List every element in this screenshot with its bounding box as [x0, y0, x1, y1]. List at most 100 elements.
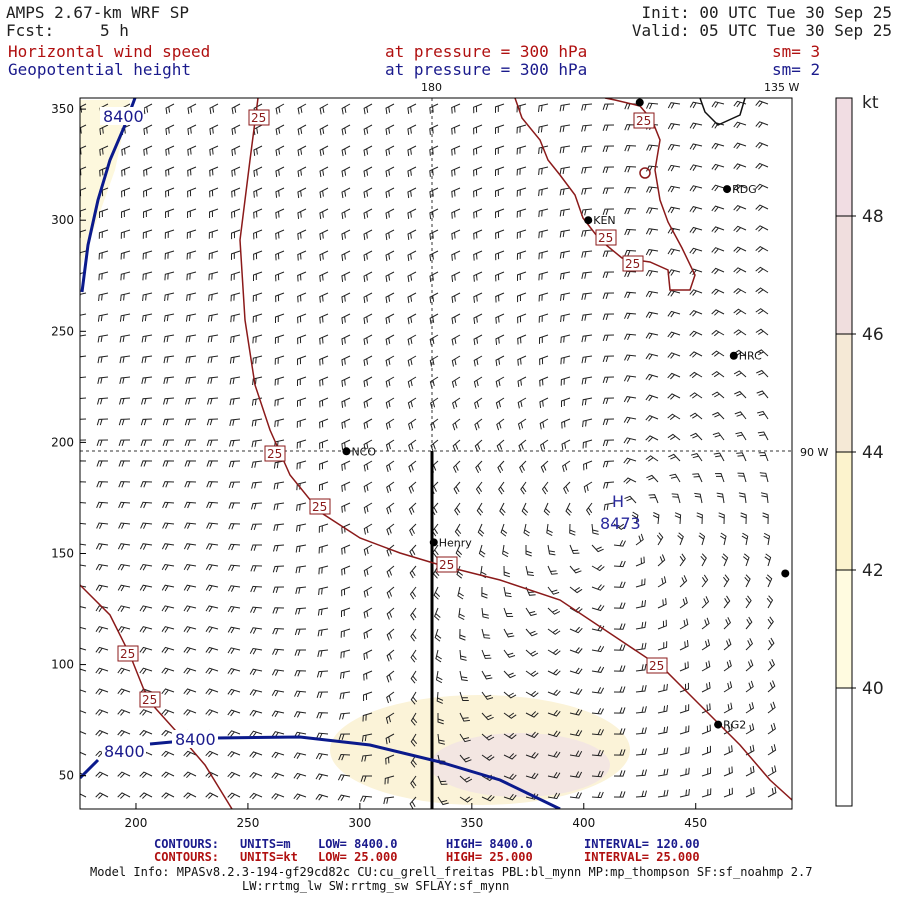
wind-barb [459, 712, 470, 722]
wind-barb [98, 208, 109, 219]
wind-barb [384, 775, 395, 785]
wind-barb [635, 684, 647, 693]
wind-barb [755, 142, 769, 149]
wind-barb [186, 229, 197, 239]
wind-barb [667, 269, 681, 276]
island-outline [639, 167, 651, 179]
wind-barb [473, 376, 483, 388]
wind-barb [451, 292, 461, 303]
wind-barb [760, 492, 769, 504]
wind-barb [161, 688, 175, 696]
wind-barb [362, 712, 373, 722]
wind-barb [538, 250, 549, 260]
wind-barb [755, 121, 769, 128]
wind-barb [95, 771, 109, 779]
wind-barb [459, 754, 472, 763]
wind-barb [516, 208, 527, 218]
wind-barb [386, 460, 395, 473]
wind-barb [295, 544, 307, 553]
height-label-sw: 8400 [104, 742, 145, 761]
wind-barb [657, 726, 669, 735]
wind-barb [297, 103, 307, 115]
x-tick-label: 450 [684, 816, 707, 830]
wind-barb [689, 371, 703, 379]
wind-barb [185, 376, 197, 385]
wind-barb [227, 751, 241, 758]
wind-barb [591, 728, 604, 736]
wind-barb [657, 641, 668, 651]
station-label: RG2 [723, 719, 746, 732]
wind-barb [408, 481, 417, 494]
wind-barb [140, 439, 153, 446]
wind-barb [667, 393, 681, 400]
wind-barb [407, 355, 417, 367]
wind-barb [582, 439, 593, 449]
wind-barb [429, 103, 439, 114]
wind-barb [525, 751, 539, 759]
wind-barb [581, 271, 593, 280]
wind-barb [569, 647, 583, 654]
meridian-label-90w: 90 W [800, 446, 828, 459]
wind-barb [591, 624, 605, 632]
wind-barb [667, 206, 681, 214]
wind-barb [319, 313, 329, 324]
wind-barb [755, 349, 769, 357]
wind-barb [164, 250, 175, 260]
wind-barb [340, 628, 351, 638]
wind-barb [690, 432, 703, 441]
speed-label: 25 [439, 558, 454, 572]
wind-barb [183, 563, 197, 571]
wind-barb [161, 709, 175, 716]
wind-barb [293, 711, 307, 718]
wind-barb [253, 208, 263, 219]
wind-barb [163, 334, 175, 343]
wind-barb [432, 544, 439, 558]
wind-barb [118, 460, 131, 467]
wind-barb [521, 502, 529, 516]
wind-barb [711, 142, 725, 150]
wind-barb [187, 145, 197, 156]
wind-barb [430, 439, 439, 452]
wind-barb [205, 605, 219, 612]
wind-barb [667, 123, 681, 130]
contours1-units: UNITS=m [240, 837, 291, 851]
wind-barb [297, 334, 307, 345]
wind-barb [473, 145, 483, 156]
contours1-interval: INTERVAL= 120.00 [584, 837, 700, 851]
wind-barb [434, 628, 442, 642]
wind-barb [635, 790, 647, 798]
y-tick-label: 50 [59, 769, 74, 783]
wind-barb [646, 186, 659, 193]
wind-barb [227, 585, 241, 592]
wind-barb [525, 649, 539, 657]
wind-barb [689, 226, 703, 234]
wind-barb [318, 565, 329, 575]
wind-barb [363, 313, 373, 325]
wind-barb [410, 754, 417, 768]
wind-barb [80, 564, 87, 567]
wind-barb [206, 481, 219, 488]
wind-barb [720, 532, 727, 546]
wind-barb [385, 187, 395, 199]
wind-barb [756, 390, 769, 399]
height-label-nw: 8400 [103, 107, 144, 126]
wind-barb [186, 250, 197, 260]
wind-barb [613, 540, 626, 547]
wind-barb [499, 502, 506, 516]
wind-barb [569, 667, 583, 675]
wind-barb [386, 670, 395, 683]
wind-barb [712, 432, 725, 441]
wind-barb [408, 439, 417, 452]
wind-barb [591, 770, 604, 778]
wind-barb [767, 616, 774, 630]
wind-barb [657, 683, 668, 693]
wind-barb [316, 712, 329, 719]
wind-barb [473, 124, 483, 135]
wind-barb [496, 418, 505, 431]
wind-barb [185, 355, 197, 364]
wind-barb [297, 145, 307, 157]
wind-barb [712, 411, 725, 420]
wind-barb [520, 481, 527, 495]
wind-barb [635, 556, 645, 567]
model-info: Model Info: MPASv8.2.3-194-gf29cd82c CU:… [90, 865, 813, 879]
